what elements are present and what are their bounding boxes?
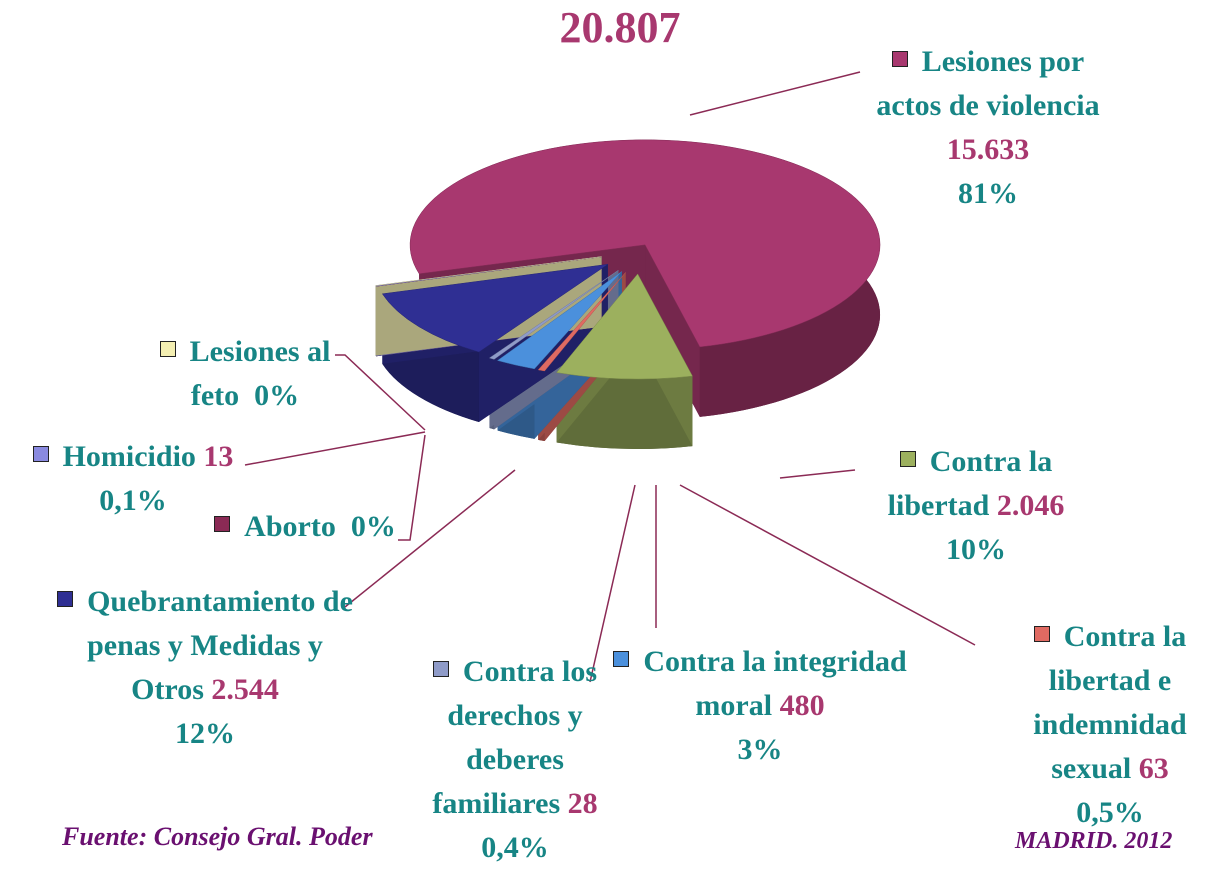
count-label: 15.633 [946, 133, 1030, 166]
category-label: Contra los derechos y deberes familiares [432, 655, 598, 820]
leader-line [398, 434, 426, 541]
category-label: Lesiones por actos de violencia [876, 45, 1100, 122]
category-label: Contra la libertad e indemnidad sexual [1033, 620, 1187, 785]
leader-line [335, 354, 426, 431]
leader-line [779, 469, 856, 479]
legend-marker [1033, 626, 1050, 642]
percent-label: 3% [737, 733, 783, 766]
count-label: 2.046 [996, 489, 1065, 522]
legend-marker [214, 516, 231, 532]
leader-line [679, 484, 976, 646]
note: MADRID. 2012 [1015, 828, 1173, 854]
slices [375, 139, 881, 380]
legend-marker [891, 51, 908, 67]
count-label: 480 [779, 689, 825, 722]
percent-label: 0% [350, 510, 396, 543]
category-label: Homicidio [62, 440, 196, 473]
slice [496, 271, 623, 370]
leader-lines [244, 71, 976, 683]
category-label: Aborto [244, 510, 336, 543]
data-label: Quebrantamiento de penas y Medidas y Otr… [55, 580, 355, 756]
data-label: Homicidio 13 0,1% [8, 435, 258, 523]
slice [488, 270, 619, 360]
slice [537, 272, 626, 372]
data-label: Lesiones al feto 0% [140, 330, 350, 418]
count-label: 2.544 [211, 673, 279, 706]
source: Fuente: Consejo Gral. Poder [62, 822, 373, 851]
chart-title: 20.807 [559, 3, 681, 52]
category-label: Contra la integridad moral [643, 645, 907, 722]
category-label: Quebrantamiento de penas y Medidas y Otr… [87, 585, 353, 706]
legend-marker [57, 591, 74, 607]
percent-label: 81% [958, 177, 1018, 210]
percent-label: 0,4% [481, 831, 549, 864]
legend-marker [432, 661, 449, 677]
percent-label: 10% [946, 533, 1006, 566]
slice [556, 273, 693, 380]
category-label: Contra la libertad [887, 445, 1053, 522]
slice [409, 139, 881, 348]
leader-line [689, 71, 861, 116]
leader-line [344, 469, 516, 608]
percent-label: 0,1% [99, 484, 167, 517]
percent-label: 0% [254, 379, 300, 412]
legend-marker [613, 651, 630, 667]
data-label: Contra la libertad 2.046 10% [866, 440, 1086, 572]
legend-marker [159, 341, 176, 357]
count-label: 63 [1138, 752, 1169, 785]
count-label: 13 [203, 440, 234, 473]
data-label: Contra los derechos y deberes familiares… [400, 650, 630, 870]
data-label: Contra la libertad e indemnidad sexual 6… [995, 615, 1225, 835]
leader-line [589, 484, 636, 683]
data-label: Aborto 0% [205, 505, 405, 549]
data-label: Lesiones por actos de violencia 15.633 81… [858, 40, 1118, 216]
count-label: 28 [567, 787, 598, 820]
leader-line [244, 431, 426, 466]
slice [381, 264, 608, 353]
legend-marker [899, 451, 916, 467]
percent-label: 12% [175, 717, 235, 750]
legend-marker [32, 446, 49, 462]
data-label: Contra la integridad moral 480 3% [600, 640, 920, 772]
percent-label: 0,5% [1076, 796, 1144, 829]
category-label: Lesiones al feto [189, 335, 331, 412]
